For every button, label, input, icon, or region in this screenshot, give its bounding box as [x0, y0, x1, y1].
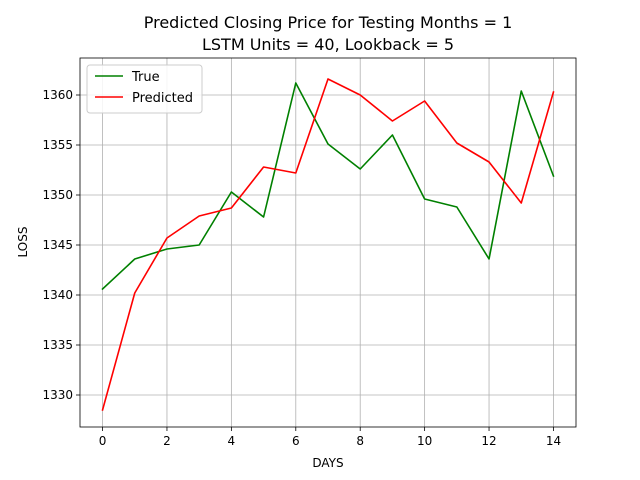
- x-axis-label: DAYS: [312, 456, 343, 470]
- legend-label-true: True: [131, 70, 160, 85]
- series-line-predicted: [101, 78, 555, 411]
- x-tick-label: 6: [292, 434, 300, 448]
- y-axis-label: LOSS: [16, 227, 30, 258]
- series-layer: [101, 78, 555, 411]
- x-tick-label: 4: [228, 434, 236, 448]
- y-tick-label: 1335: [42, 338, 73, 352]
- x-tick-label: 10: [417, 434, 432, 448]
- axis-ticks: 0 2 4 6 8 10 12 14 1330 1335 1340 1345 1350 1355 1360: [42, 88, 561, 448]
- x-tick-label: 8: [356, 434, 364, 448]
- chart-title: Predicted Closing Price for Testing Mont…: [144, 13, 513, 32]
- y-tick-label: 1350: [42, 188, 73, 202]
- y-tick-label: 1355: [42, 138, 73, 152]
- y-tick-label: 1330: [42, 388, 73, 402]
- x-tick-label: 14: [546, 434, 561, 448]
- x-tick-label: 12: [481, 434, 496, 448]
- y-tick-label: 1360: [42, 88, 73, 102]
- series-line-true: [101, 82, 555, 291]
- plot-area-frame: [79, 57, 577, 428]
- x-tick-label: 0: [99, 434, 107, 448]
- x-tick-label: 2: [163, 434, 171, 448]
- legend: True Predicted: [86, 64, 203, 114]
- legend-label-predicted: Predicted: [132, 91, 193, 106]
- y-tick-label: 1340: [42, 288, 73, 302]
- y-tick-label: 1345: [42, 238, 73, 252]
- chart-subtitle: LSTM Units = 40, Lookback = 5: [202, 35, 454, 54]
- legend-box: [86, 64, 203, 114]
